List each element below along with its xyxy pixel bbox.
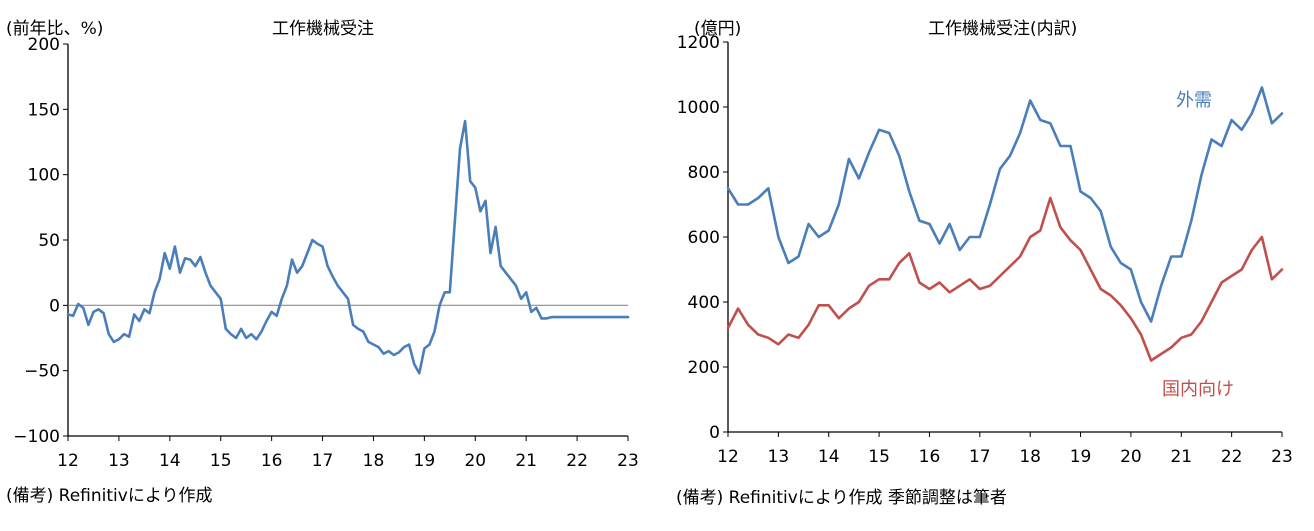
right-x-tick-label: 15: [868, 447, 890, 467]
right-y-tick-labels: 1200 1000 800 600 400 200 0: [677, 33, 720, 443]
left-x-tick-label: 17: [312, 451, 334, 471]
left-y-tick-labels: 200 150 100 50 0 −50 −100: [13, 35, 60, 447]
right-x-tick-label: 22: [1221, 447, 1243, 467]
left-x-tick-label: 14: [159, 451, 181, 471]
right-source-note: (備考) Refinitivにより作成 季節調整は筆者: [676, 488, 1007, 508]
right-series-lines: [726, 86, 1284, 362]
left-x-tick-label: 21: [515, 451, 537, 471]
left-y-tick-label: 150: [28, 100, 60, 120]
right-x-tick-label: 18: [1019, 447, 1041, 467]
left-axes: [63, 43, 629, 441]
right-x-tick-label: 21: [1170, 447, 1192, 467]
left-x-tick-label: 23: [617, 451, 639, 471]
left-source-note: (備考) Refinitivにより作成: [6, 486, 213, 506]
right-x-tick-label: 23: [1271, 447, 1293, 467]
right-x-tick-label: 20: [1120, 447, 1142, 467]
right-y-tick-label: 1200: [677, 33, 720, 53]
left-y-tick-label: 200: [28, 35, 60, 55]
series-label-domestic: 国内向け: [1162, 379, 1234, 400]
right-x-tick-label: 14: [818, 447, 840, 467]
left-y-tick-label: −100: [13, 427, 60, 447]
right-x-tick-labels: 12 13 14 15 16 17 18 19 20 21 22 23: [717, 447, 1293, 467]
left-x-tick-label: 20: [464, 451, 486, 471]
left-x-tick-label: 13: [108, 451, 130, 471]
left-x-tick-labels: 12 13 14 15 16 17 18 19 20 21 22 23: [57, 451, 639, 471]
left-y-tick-label: 100: [28, 166, 60, 186]
left-series-line-0: [66, 119, 630, 375]
right-x-tick-label: 13: [768, 447, 790, 467]
right-y-tick-label: 200: [688, 358, 720, 378]
right-axes: [723, 41, 1283, 437]
left-x-tick-label: 18: [363, 451, 385, 471]
left-y-tick-label: 0: [49, 296, 60, 316]
left-x-tick-label: 16: [261, 451, 283, 471]
left-chart-title: 工作機械受注: [272, 19, 374, 39]
chart-right-breakdown: (億円) 工作機械受注(内訳) 1200 1000 800 600 400 200 0 12…: [676, 19, 1293, 508]
right-y-tick-label: 800: [688, 163, 720, 183]
right-y-tick-label: 600: [688, 228, 720, 248]
left-y-unit-label: (前年比、%): [6, 19, 103, 39]
right-y-unit-label: (億円): [694, 19, 741, 39]
left-x-tick-label: 15: [210, 451, 232, 471]
right-x-tick-label: 16: [919, 447, 941, 467]
right-series-line-1: [726, 196, 1284, 362]
left-x-tick-label: 19: [414, 451, 436, 471]
right-x-tick-label: 17: [969, 447, 991, 467]
series-label-exports: 外需: [1176, 90, 1212, 111]
right-y-tick-label: 1000: [677, 98, 720, 118]
right-y-tick-label: 400: [688, 293, 720, 313]
right-chart-title: 工作機械受注(内訳): [928, 19, 1077, 39]
left-x-tick-label: 22: [566, 451, 588, 471]
right-series-line-0: [726, 86, 1284, 323]
left-y-tick-label: −50: [24, 362, 60, 382]
left-y-tick-label: 50: [38, 231, 60, 251]
right-x-tick-label: 19: [1070, 447, 1092, 467]
right-x-tick-label: 12: [717, 447, 739, 467]
right-y-tick-label: 0: [709, 423, 720, 443]
left-series-lines: [66, 119, 630, 375]
left-x-tick-label: 12: [57, 451, 79, 471]
